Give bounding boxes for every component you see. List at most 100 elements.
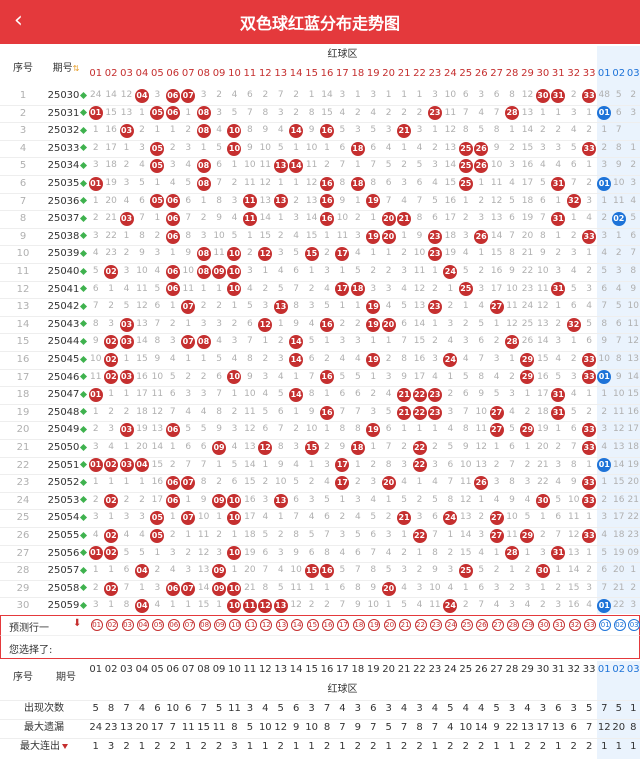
miss-value[interactable]: 1: [308, 582, 315, 593]
stats-red-number[interactable]: 30: [536, 664, 550, 675]
miss-value[interactable]: 8: [540, 230, 546, 241]
stats-value[interactable]: 1: [339, 741, 346, 752]
predict-red-ball[interactable]: 21: [399, 619, 412, 631]
row-issue[interactable]: 25054: [44, 509, 90, 527]
stats-value[interactable]: 7: [339, 722, 346, 733]
red-ball[interactable]: 11: [242, 599, 257, 614]
red-ball[interactable]: 10: [227, 264, 242, 279]
row-issue[interactable]: 25043: [44, 316, 90, 334]
blue-miss-value[interactable]: 6: [601, 565, 608, 576]
miss-value[interactable]: 2: [586, 266, 592, 276]
stats-value[interactable]: 7: [370, 722, 377, 733]
red-ball[interactable]: 02: [104, 352, 119, 367]
predict-blue-ball[interactable]: 03: [628, 619, 640, 631]
red-ball[interactable]: 30: [535, 493, 550, 508]
red-ball[interactable]: 24: [443, 599, 458, 614]
miss-value[interactable]: 2: [324, 354, 330, 364]
miss-value[interactable]: 3: [509, 600, 515, 611]
miss-value[interactable]: 18: [136, 406, 148, 417]
miss-value[interactable]: 9: [370, 582, 377, 593]
miss-value[interactable]: 3: [478, 283, 485, 294]
row-divider[interactable]: [0, 157, 640, 159]
miss-value[interactable]: 17: [413, 371, 426, 382]
red-ball[interactable]: 18: [350, 176, 365, 191]
miss-value[interactable]: 1: [555, 301, 562, 312]
miss-value[interactable]: 12: [460, 494, 472, 505]
miss-value[interactable]: 6: [308, 547, 315, 558]
blue-miss-value[interactable]: 2: [630, 90, 637, 100]
miss-value[interactable]: 10: [475, 406, 487, 417]
miss-value[interactable]: 4: [231, 442, 238, 452]
miss-value[interactable]: 1: [139, 582, 145, 593]
predict-red-ball[interactable]: 24: [445, 619, 458, 631]
miss-value[interactable]: 6: [447, 459, 454, 470]
red-number-header[interactable]: 13: [274, 68, 288, 79]
miss-value[interactable]: 8: [293, 530, 300, 540]
miss-value[interactable]: 1: [92, 406, 99, 417]
miss-value[interactable]: 6: [247, 318, 253, 329]
stats-red-number[interactable]: 32: [567, 664, 581, 675]
row-issue[interactable]: 25056: [44, 545, 90, 563]
miss-value[interactable]: 19: [521, 213, 534, 224]
miss-value[interactable]: 8: [247, 354, 253, 364]
row-seq[interactable]: 17: [16, 371, 30, 383]
miss-value[interactable]: 3: [447, 565, 454, 576]
miss-value[interactable]: 20: [537, 442, 549, 452]
red-number-header[interactable]: 18: [351, 68, 365, 79]
blue-miss-value[interactable]: 16: [613, 494, 625, 505]
miss-value[interactable]: 6: [154, 301, 161, 312]
miss-value[interactable]: 4: [570, 266, 577, 276]
miss-value[interactable]: 15: [413, 336, 426, 347]
miss-value[interactable]: 3: [324, 459, 330, 470]
miss-value[interactable]: 2: [509, 371, 515, 382]
miss-value[interactable]: 1: [493, 442, 500, 452]
miss-value[interactable]: 10: [506, 512, 518, 523]
miss-value[interactable]: 3: [185, 389, 192, 400]
miss-value[interactable]: 5: [509, 195, 515, 206]
blue-miss-value[interactable]: 1: [601, 477, 608, 488]
red-ball[interactable]: 06: [165, 264, 180, 279]
miss-value[interactable]: 2: [493, 336, 500, 347]
miss-value[interactable]: 10: [244, 160, 256, 171]
miss-value[interactable]: 6: [432, 213, 438, 224]
red-number-header[interactable]: 04: [135, 68, 149, 79]
blue-miss-value[interactable]: 5: [601, 547, 608, 558]
stats-value[interactable]: 13: [120, 722, 133, 733]
stats-value[interactable]: 15: [197, 722, 210, 733]
miss-value[interactable]: 4: [216, 125, 222, 136]
miss-value[interactable]: 1: [462, 195, 469, 206]
red-ball[interactable]: 24: [443, 511, 458, 526]
miss-value[interactable]: 2: [462, 318, 469, 329]
miss-value[interactable]: 6: [370, 142, 377, 153]
miss-value[interactable]: 3: [200, 230, 207, 241]
red-ball[interactable]: 05: [150, 141, 165, 156]
stats-value[interactable]: 4: [339, 703, 346, 714]
miss-value[interactable]: 2: [200, 371, 207, 382]
red-ball[interactable]: 09: [212, 264, 227, 279]
miss-value[interactable]: 8: [216, 195, 222, 206]
miss-value[interactable]: 17: [490, 283, 503, 294]
miss-value[interactable]: 3: [586, 582, 592, 593]
blue-miss-value[interactable]: 2: [615, 248, 622, 259]
row-seq[interactable]: 9: [19, 230, 27, 242]
miss-value[interactable]: 9: [293, 547, 300, 558]
miss-value[interactable]: 6: [478, 336, 485, 347]
red-ball[interactable]: 03: [119, 423, 134, 438]
miss-value[interactable]: 12: [490, 195, 503, 206]
stats-value[interactable]: 1: [601, 741, 608, 752]
blue-miss-value[interactable]: 20: [627, 477, 639, 488]
red-ball[interactable]: 16: [320, 124, 334, 138]
miss-value[interactable]: 7: [432, 530, 438, 540]
miss-value[interactable]: 1: [478, 248, 485, 259]
red-ball[interactable]: 27: [489, 405, 504, 420]
predict-red-ball[interactable]: 27: [491, 619, 504, 631]
stats-red-number[interactable]: 08: [197, 664, 210, 675]
row-seq[interactable]: 27: [16, 547, 30, 559]
stats-value[interactable]: 7: [585, 722, 593, 733]
miss-value[interactable]: 7: [293, 283, 300, 294]
miss-value[interactable]: 7: [370, 160, 377, 171]
red-ball[interactable]: 25: [458, 564, 473, 578]
miss-value[interactable]: 3: [185, 142, 192, 153]
miss-value[interactable]: 4: [493, 494, 500, 505]
blue-miss-value[interactable]: 20: [613, 565, 625, 576]
